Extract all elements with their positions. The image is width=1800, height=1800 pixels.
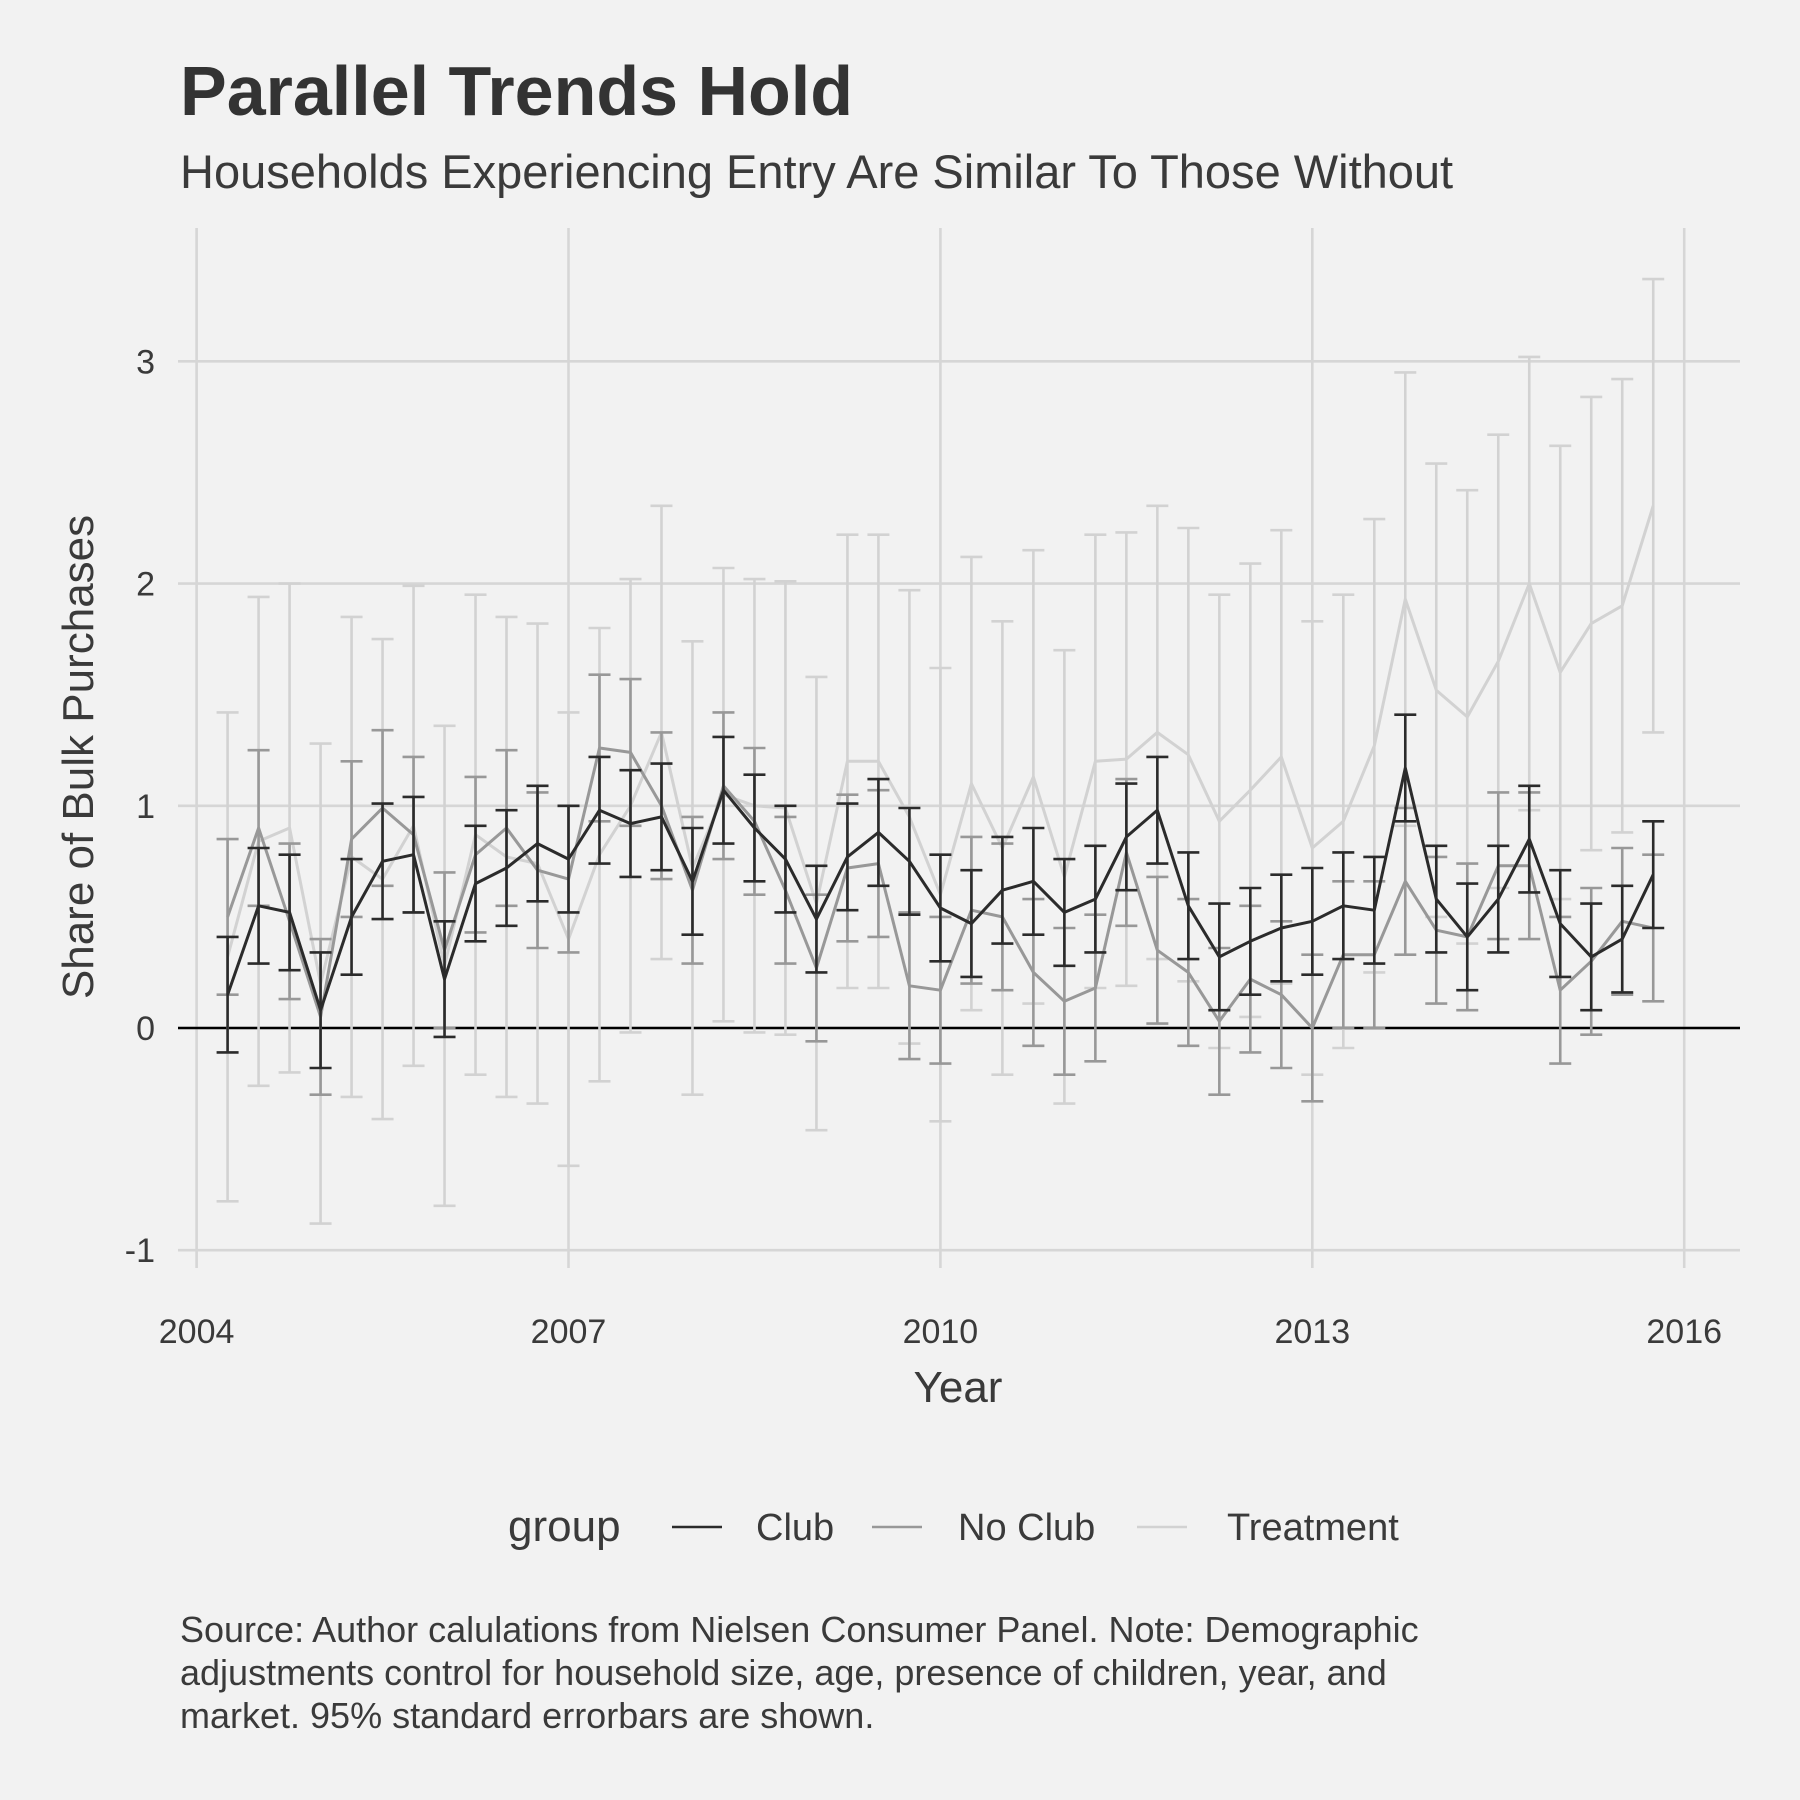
chart-subtitle: Households Experiencing Entry Are Simila…: [180, 145, 1453, 198]
y-tick-label: 3: [136, 343, 155, 381]
x-tick-label: 2016: [1646, 1313, 1722, 1351]
series-treatment: [216, 277, 1665, 1225]
x-axis-ticks: 2004 2007 2010 2013 2016: [159, 1313, 1722, 1351]
y-axis-label: Share of Bulk Purchases: [54, 515, 103, 999]
x-tick-label: 2013: [1274, 1313, 1350, 1351]
legend: group Club No Club Treatment: [508, 1502, 1399, 1551]
y-tick-label: -1: [125, 1232, 155, 1270]
series-club: [216, 713, 1665, 1070]
legend-label-club: Club: [756, 1507, 834, 1549]
chart-title: Parallel Trends Hold: [180, 52, 853, 130]
caption-line: market. 95% standard errorbars are shown…: [180, 1695, 874, 1736]
x-tick-label: 2007: [531, 1313, 607, 1351]
x-axis-label: Year: [914, 1363, 1003, 1412]
series-line-club: [226, 766, 1655, 1012]
caption-line: Source: Author calulations from Nielsen …: [180, 1609, 1419, 1650]
plot-series: [216, 277, 1665, 1225]
x-tick-label: 2004: [159, 1313, 235, 1351]
caption: Source: Author calulations from Nielsen …: [180, 1609, 1419, 1736]
legend-label-treatment: Treatment: [1227, 1507, 1399, 1549]
y-axis-ticks: -1 0 1 2 3: [125, 343, 155, 1270]
y-tick-label: 2: [136, 566, 155, 604]
y-tick-label: 0: [136, 1010, 155, 1048]
legend-title: group: [508, 1502, 621, 1551]
series-line-no-club: [226, 746, 1654, 1030]
y-tick-label: 1: [136, 788, 155, 826]
x-tick-label: 2010: [903, 1313, 979, 1351]
legend-label-no-club: No Club: [958, 1507, 1095, 1549]
caption-line: adjustments control for household size, …: [180, 1652, 1387, 1693]
